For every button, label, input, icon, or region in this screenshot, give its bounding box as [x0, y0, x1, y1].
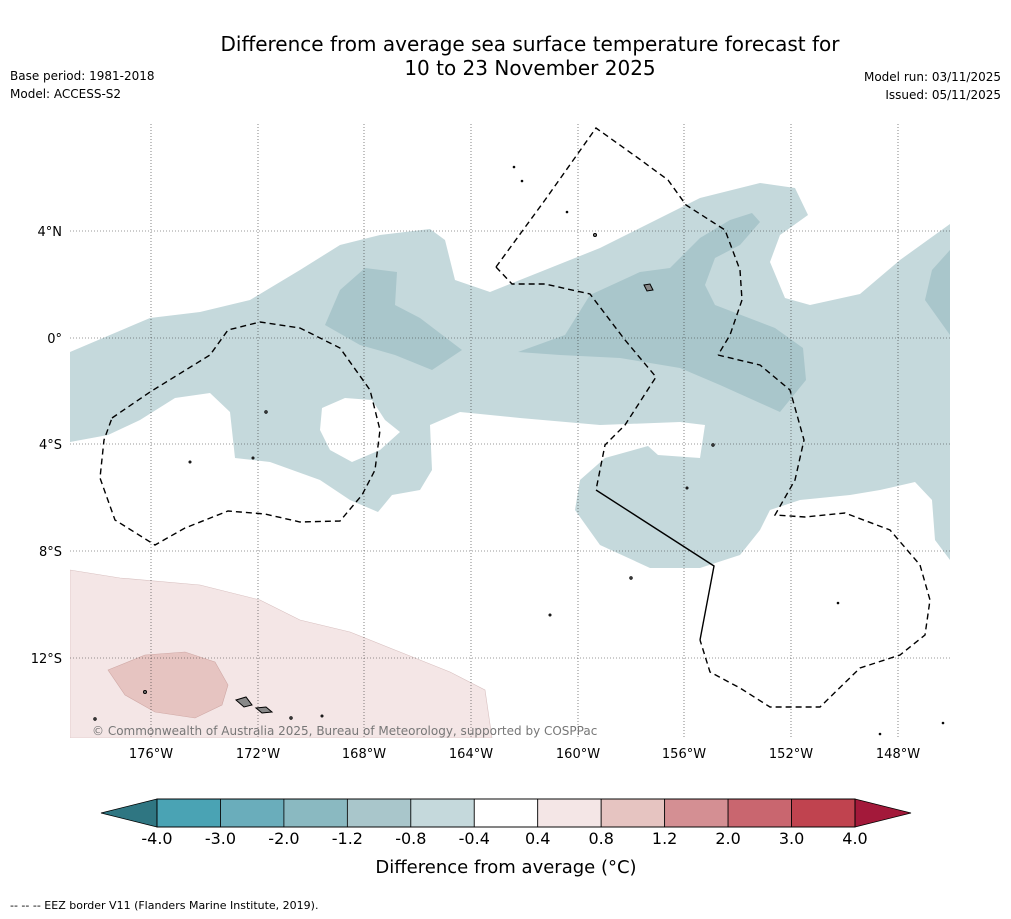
- lat-label: 4°N: [38, 225, 63, 240]
- colorbar-tick-label: -0.4: [459, 829, 490, 848]
- colorbar-cell: [473, 798, 539, 828]
- eez-solid-boundary: [595, 489, 715, 641]
- colorbar-cell: [156, 798, 221, 828]
- island-dot: [565, 210, 569, 214]
- island-dot: [878, 732, 882, 736]
- colorbar-tick-label: -4.0: [141, 829, 172, 848]
- colorbar: -4.0 -3.0 -2.0 -1.2 -0.8 -0.4 0.4 0.8 1.2 2.0 3.0 4…: [100, 798, 912, 878]
- colorbar-under-arrow: [100, 798, 158, 828]
- lat-label: 0°: [47, 332, 62, 347]
- colorbar-frame: [156, 798, 856, 828]
- warm-anomaly-region: [70, 569, 493, 738]
- lon-label: 172°W: [236, 747, 280, 762]
- title-line-2: 10 to 23 November 2025: [404, 56, 656, 80]
- neutral-pocket-west: [320, 398, 400, 462]
- model-name: Model: ACCESS-S2: [10, 87, 122, 101]
- colorbar-tick-label: 0.8: [588, 829, 613, 848]
- island-dot: [289, 716, 293, 720]
- colorbar-cell: [537, 798, 602, 828]
- lon-label: 152°W: [769, 747, 813, 762]
- lon-label: 160°W: [556, 747, 600, 762]
- lon-label: 176°W: [129, 747, 173, 762]
- title-line-1: Difference from average sea surface temp…: [220, 32, 840, 56]
- meta-left: Base period: 1981-2018 Model: ACCESS-S2: [10, 67, 155, 103]
- cool-core-west: [325, 268, 462, 370]
- lat-label: 8°S: [39, 545, 62, 560]
- colorbar-tick-label: -1.2: [332, 829, 363, 848]
- island-dot: [320, 714, 324, 718]
- colorbar-over-arrow: [854, 798, 912, 828]
- island-dot: [629, 576, 633, 580]
- colorbar-tick-label: 0.4: [525, 829, 550, 848]
- lon-labels: 176°W 172°W 168°W 164°W 160°W 156°W 152°…: [129, 747, 920, 762]
- island-dot: [251, 456, 255, 460]
- colorbar-tick-label: 2.0: [715, 829, 740, 848]
- eez-line-east: [699, 354, 931, 708]
- lat-label: 4°S: [39, 438, 62, 453]
- island-dot: [941, 721, 945, 725]
- lat-labels: 4°N 0° 4°S 8°S 12°S: [31, 225, 62, 667]
- model-run: Model run: 03/11/2025: [863, 70, 1001, 84]
- island-dot: [548, 613, 552, 617]
- island-dot: [520, 179, 524, 183]
- cool-anomaly-region: [70, 183, 950, 568]
- colorbar-tick-label: 3.0: [779, 829, 804, 848]
- colorbar-tick-label: -0.8: [395, 829, 426, 848]
- colorbar-cell: [283, 798, 348, 828]
- copyright-notice: © Commonwealth of Australia 2025, Bureau…: [92, 724, 597, 738]
- map-title: Difference from average sea surface temp…: [120, 32, 940, 80]
- colorbar-tick-label: -3.0: [205, 829, 236, 848]
- island-samoa-west: [234, 696, 253, 708]
- cool-core-central: [518, 213, 806, 412]
- cool-core-east: [925, 250, 950, 335]
- colorbar-cell: [410, 798, 475, 828]
- island-dot: [685, 486, 689, 490]
- island-dot: [512, 165, 516, 169]
- map-panel: © Commonwealth of Australia 2025, Bureau…: [70, 124, 950, 738]
- colorbar-tick-label: -2.0: [268, 829, 299, 848]
- graticule: [70, 124, 950, 738]
- lon-label: 156°W: [662, 747, 706, 762]
- eez-borders: [99, 127, 931, 708]
- eez-footnote: -- -- -- EEZ border V11 (Flanders Marine…: [10, 899, 319, 912]
- lat-label: 12°S: [31, 652, 62, 667]
- colorbar-tick-label: 4.0: [842, 829, 867, 848]
- colorbar-cell: [346, 798, 412, 828]
- island-dot: [93, 717, 97, 721]
- warm-core-region: [107, 651, 229, 719]
- colorbar-label: Difference from average (°C): [375, 857, 636, 878]
- colorbar-cell: [727, 798, 792, 828]
- lon-label: 164°W: [449, 747, 493, 762]
- colorbar-tick-label: 1.2: [652, 829, 677, 848]
- meta-right: Model run: 03/11/2025 Issued: 05/11/2025: [864, 68, 1001, 104]
- islands: [93, 165, 945, 736]
- island-baker: [643, 283, 654, 292]
- colorbar-cell: [791, 798, 856, 828]
- eez-kiribati-central: [495, 266, 657, 491]
- island-samoa-east: [254, 706, 274, 714]
- colorbar-cell: [600, 798, 666, 828]
- island-dot: [188, 460, 192, 464]
- colorbar-cell: [220, 798, 285, 828]
- island-dot: [593, 233, 597, 237]
- colorbar-cell: [664, 798, 729, 828]
- island-dot: [264, 410, 268, 414]
- lon-label: 148°W: [876, 747, 920, 762]
- issued-date: Issued: 05/11/2025: [885, 88, 1001, 102]
- lon-label: 168°W: [342, 747, 386, 762]
- eez-howland: [495, 127, 743, 356]
- base-period: Base period: 1981-2018: [10, 69, 155, 83]
- island-dot: [143, 690, 147, 694]
- island-dot: [711, 443, 715, 447]
- island-dot: [836, 601, 840, 605]
